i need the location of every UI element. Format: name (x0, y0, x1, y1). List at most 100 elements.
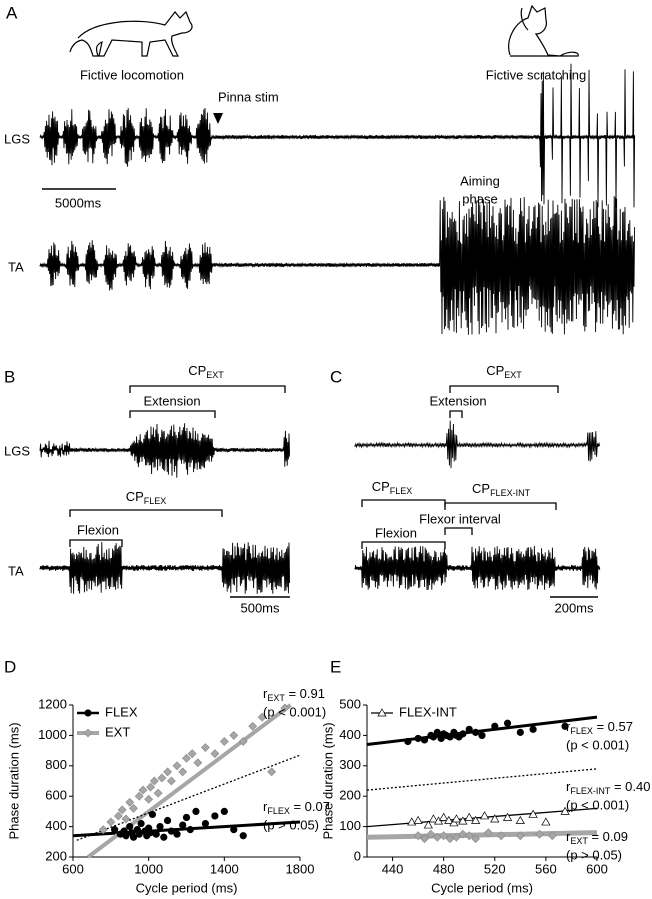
label: CP (472, 481, 490, 496)
annotation: EXT (570, 836, 588, 846)
y-tick-label: 400 (45, 818, 67, 833)
point (444, 815, 454, 824)
x-tick-label: 440 (382, 861, 404, 876)
label: phase (462, 191, 497, 206)
point (407, 817, 417, 826)
point (106, 817, 116, 827)
point (535, 829, 544, 839)
annotation: r (263, 799, 268, 814)
point (122, 832, 130, 840)
label: CPFLEX (126, 489, 167, 506)
emg-trace (39, 541, 291, 594)
point (210, 749, 220, 759)
point (560, 806, 570, 815)
legend-label: EXT (105, 724, 130, 739)
point (113, 811, 123, 821)
bracket (444, 502, 557, 510)
scale-label: 5000ms (55, 195, 102, 210)
annotation: FLEX (570, 726, 593, 736)
label: CP (486, 363, 504, 378)
point (413, 815, 423, 824)
legend-label: FLEX-INT (399, 704, 457, 719)
point (452, 832, 461, 842)
point (160, 833, 168, 841)
label: Flexion (77, 522, 119, 537)
label: FLEX (390, 486, 413, 496)
panel-letter: C (330, 367, 342, 386)
point (239, 832, 247, 840)
point (135, 830, 143, 838)
point (257, 712, 267, 722)
bracket (361, 499, 446, 507)
y-tick-label: 400 (339, 727, 361, 742)
point (478, 731, 486, 740)
point (137, 819, 145, 828)
scale-label: 200ms (554, 600, 594, 615)
label: CP (372, 479, 390, 494)
point (163, 767, 173, 777)
point (156, 822, 164, 831)
point (201, 819, 210, 828)
point (220, 807, 228, 816)
point (561, 722, 569, 730)
point (173, 830, 181, 838)
arrow (213, 113, 223, 124)
annotation: r (566, 719, 571, 734)
point (464, 831, 474, 841)
point (98, 825, 108, 835)
legend-marker (377, 708, 387, 717)
y-tick-label: 300 (339, 757, 361, 772)
annotation: = 0.07 (290, 799, 330, 814)
point (449, 818, 459, 827)
point (428, 814, 439, 823)
point (433, 728, 441, 736)
cat-scratching (508, 4, 579, 57)
legend-marker (84, 709, 92, 717)
point (172, 761, 182, 771)
bracket (449, 385, 559, 393)
label: CP (126, 489, 144, 504)
point (129, 803, 138, 813)
point (503, 719, 512, 727)
point (490, 814, 500, 823)
trace-label: LGS (4, 443, 30, 458)
annotation: r (566, 779, 571, 794)
point (238, 737, 248, 746)
bracket (129, 410, 216, 418)
point (471, 815, 481, 824)
point (186, 826, 194, 834)
x-tick-label: 1400 (210, 861, 239, 876)
annotation: = 0.91 (285, 686, 325, 701)
label: FLEX (144, 496, 167, 506)
point (426, 829, 436, 839)
x-axis-label: Cycle period (ms) (431, 880, 533, 895)
label: CP (188, 363, 206, 378)
point (166, 776, 176, 786)
scale-label: 500ms (240, 600, 280, 615)
point (152, 830, 160, 838)
label: Flexor interval (419, 511, 501, 526)
point (516, 728, 524, 736)
point (230, 826, 238, 834)
x-tick-label: 600 (62, 861, 84, 876)
label: EXT (504, 370, 522, 380)
panel-letter: D (4, 657, 16, 676)
point (229, 730, 239, 740)
label: Flexion (375, 525, 417, 540)
panel-letter: A (6, 3, 18, 22)
y-tick-label: 0 (354, 848, 361, 863)
label: EXT (206, 370, 224, 380)
point (211, 812, 219, 820)
label: Pinna stim (218, 89, 279, 104)
annotation: EXT (267, 693, 285, 703)
point (157, 773, 167, 783)
x-tick-label: 520 (484, 861, 506, 876)
point (192, 807, 200, 816)
point (280, 703, 290, 713)
point (451, 814, 462, 823)
x-tick-label: 1000 (134, 861, 163, 876)
fit-line (366, 830, 598, 840)
point (193, 758, 203, 768)
point (149, 776, 159, 786)
